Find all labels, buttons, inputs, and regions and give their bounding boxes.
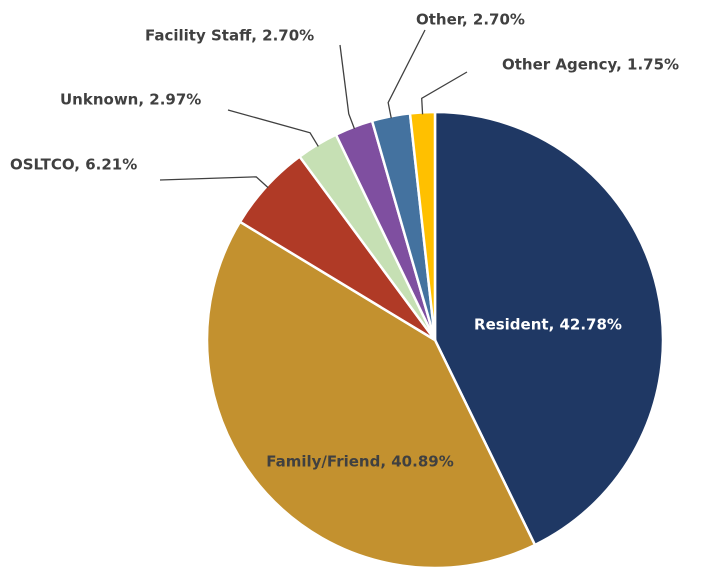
pie-slice bbox=[205, 220, 537, 568]
data-label: Other, 2.70% bbox=[416, 11, 525, 29]
data-label: Facility Staff, 2.70% bbox=[145, 27, 314, 45]
leader-line bbox=[159, 176, 269, 189]
leader-line bbox=[421, 71, 468, 115]
data-label: OSLTCO, 6.21% bbox=[10, 156, 137, 174]
data-label: Family/Friend, 40.89% bbox=[266, 453, 453, 471]
data-label: Unknown, 2.97% bbox=[60, 91, 201, 109]
data-label: Other Agency, 1.75% bbox=[502, 56, 679, 74]
leader-line bbox=[387, 29, 426, 119]
pie-slice bbox=[433, 110, 665, 547]
data-label: Resident, 42.78% bbox=[474, 316, 622, 334]
leader-line bbox=[227, 109, 319, 147]
leader-line bbox=[339, 44, 356, 130]
